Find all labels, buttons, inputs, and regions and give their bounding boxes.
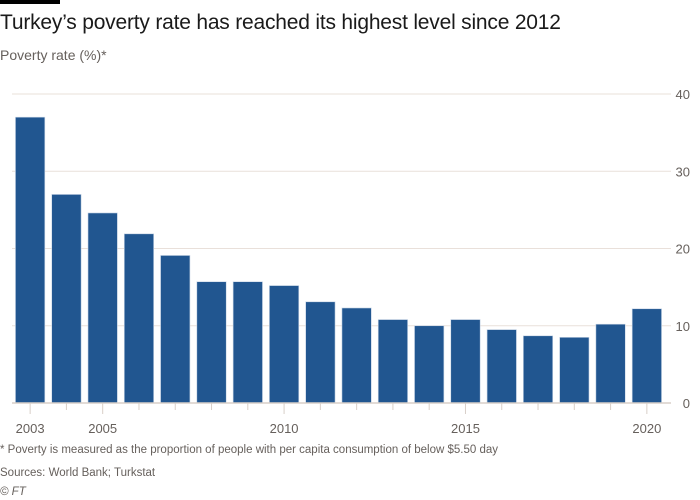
bar-2004	[51, 194, 82, 404]
bar-2003	[15, 116, 46, 404]
chart-subtitle: Poverty rate (%)*	[0, 47, 107, 63]
bar-2017	[523, 335, 554, 404]
bar-2014	[414, 325, 445, 404]
bar-2020	[631, 308, 662, 404]
bar-2019	[595, 323, 626, 404]
y-tick-label: 30	[676, 164, 690, 179]
bar-2013	[377, 319, 408, 404]
bar-2015	[450, 319, 481, 404]
accent-bar	[0, 0, 60, 4]
bar-2006	[123, 233, 154, 404]
bar-2012	[341, 307, 372, 404]
chart-title: Turkey’s poverty rate has reached its hi…	[0, 11, 561, 34]
x-tick-label: 2003	[16, 421, 45, 436]
bar-2018	[559, 337, 590, 404]
bar-2010	[269, 285, 300, 404]
bar-2016	[486, 329, 517, 404]
bar-2007	[160, 255, 191, 404]
x-tick-label: 2020	[632, 421, 661, 436]
x-tick-label: 2015	[451, 421, 480, 436]
y-tick-label: 0	[683, 396, 690, 411]
bar-chart: 0 10 20 30 40 2003 2005 2010 2015 2020	[12, 87, 690, 436]
credit: © FT	[0, 486, 26, 498]
bar-2009	[232, 281, 263, 404]
sources: Sources: World Bank; Turkstat	[0, 467, 156, 479]
bar-2011	[305, 301, 336, 404]
bar-2008	[196, 281, 227, 404]
y-tick-label: 10	[676, 319, 690, 334]
x-tick-label: 2005	[88, 421, 117, 436]
x-tick-label: 2010	[270, 421, 299, 436]
footnote: * Poverty is measured as the proportion …	[0, 444, 498, 456]
y-tick-label: 40	[676, 87, 690, 102]
y-tick-label: 20	[676, 242, 690, 257]
bar-2005	[87, 212, 118, 404]
